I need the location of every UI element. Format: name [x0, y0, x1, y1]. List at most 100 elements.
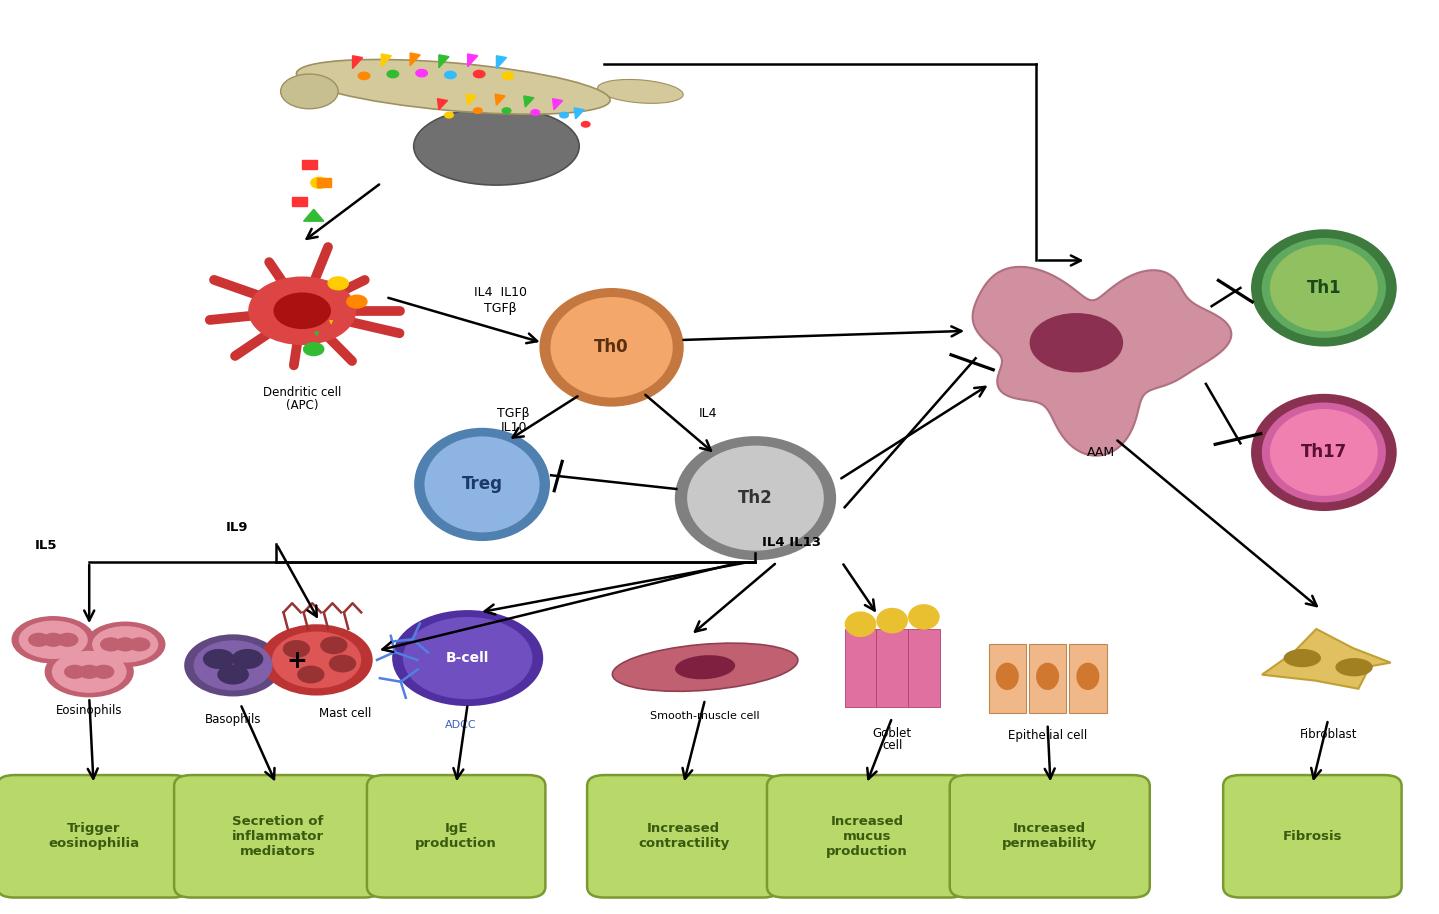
Ellipse shape	[92, 626, 158, 663]
Text: Trigger
eosinophilia: Trigger eosinophilia	[47, 823, 140, 850]
Text: IL4 IL13: IL4 IL13	[761, 536, 822, 548]
Ellipse shape	[1030, 313, 1122, 373]
Ellipse shape	[184, 634, 282, 696]
Text: (APC): (APC)	[286, 399, 318, 412]
Ellipse shape	[1250, 394, 1397, 511]
Text: IL4: IL4	[699, 407, 717, 420]
Text: B-cell: B-cell	[446, 651, 489, 665]
Text: IL4  IL10: IL4 IL10	[475, 286, 527, 299]
Ellipse shape	[272, 632, 361, 688]
Circle shape	[29, 633, 49, 646]
Circle shape	[79, 665, 99, 678]
Polygon shape	[1262, 629, 1390, 689]
Text: Increased
permeability: Increased permeability	[1002, 823, 1098, 850]
Polygon shape	[973, 267, 1232, 456]
Text: Mast cell: Mast cell	[319, 707, 371, 720]
Ellipse shape	[414, 428, 550, 541]
Circle shape	[304, 343, 324, 356]
Ellipse shape	[876, 608, 908, 633]
Polygon shape	[381, 54, 391, 67]
Circle shape	[330, 655, 355, 672]
Text: ADCC: ADCC	[445, 720, 476, 730]
Ellipse shape	[260, 624, 373, 696]
Text: IgE
production: IgE production	[416, 823, 496, 850]
Circle shape	[445, 112, 453, 118]
Text: Increased
mucus
production: Increased mucus production	[826, 814, 908, 858]
Text: Eosinophils: Eosinophils	[56, 704, 122, 717]
Ellipse shape	[1269, 245, 1379, 331]
Polygon shape	[574, 108, 584, 119]
Text: IL9: IL9	[226, 521, 249, 534]
Ellipse shape	[550, 297, 673, 398]
Circle shape	[502, 72, 514, 80]
Text: IL10: IL10	[501, 421, 527, 434]
Circle shape	[358, 72, 370, 80]
Ellipse shape	[403, 617, 532, 699]
Ellipse shape	[52, 651, 127, 693]
Circle shape	[581, 122, 590, 127]
Ellipse shape	[688, 446, 823, 550]
Text: Fibroblast: Fibroblast	[1299, 728, 1357, 741]
Circle shape	[347, 295, 367, 308]
Ellipse shape	[1250, 229, 1397, 346]
Bar	[292, 197, 307, 206]
Circle shape	[94, 665, 114, 678]
Ellipse shape	[1262, 402, 1386, 503]
Text: Th1: Th1	[1307, 279, 1341, 297]
Polygon shape	[495, 94, 505, 105]
Ellipse shape	[675, 436, 836, 560]
Circle shape	[387, 70, 399, 78]
Polygon shape	[410, 53, 420, 66]
Polygon shape	[437, 99, 448, 110]
Text: cell: cell	[882, 739, 902, 752]
Ellipse shape	[45, 646, 134, 697]
FancyBboxPatch shape	[174, 775, 381, 898]
Polygon shape	[353, 56, 363, 69]
Polygon shape	[304, 209, 324, 221]
FancyBboxPatch shape	[587, 775, 780, 898]
Ellipse shape	[675, 655, 735, 679]
Ellipse shape	[217, 664, 249, 685]
Text: Secretion of
inflammator
mediators: Secretion of inflammator mediators	[232, 814, 324, 858]
Ellipse shape	[414, 108, 578, 186]
Text: Basophils: Basophils	[204, 713, 262, 726]
Polygon shape	[496, 56, 507, 69]
Ellipse shape	[391, 611, 543, 706]
Circle shape	[115, 638, 135, 651]
FancyBboxPatch shape	[950, 775, 1150, 898]
Ellipse shape	[232, 649, 263, 669]
Ellipse shape	[1262, 238, 1386, 338]
Circle shape	[473, 70, 485, 78]
Bar	[876, 629, 908, 707]
Text: Goblet: Goblet	[872, 727, 912, 739]
Ellipse shape	[273, 292, 331, 329]
Text: ▼: ▼	[314, 332, 319, 337]
Circle shape	[473, 108, 482, 113]
Ellipse shape	[203, 649, 235, 669]
Ellipse shape	[248, 276, 355, 345]
Circle shape	[416, 69, 427, 77]
Ellipse shape	[425, 437, 540, 532]
Ellipse shape	[85, 622, 165, 667]
Circle shape	[101, 638, 121, 651]
Circle shape	[65, 665, 85, 678]
Text: Th17: Th17	[1301, 443, 1347, 462]
Circle shape	[58, 633, 78, 646]
Circle shape	[560, 112, 568, 118]
Polygon shape	[466, 94, 476, 105]
Text: Treg: Treg	[462, 475, 502, 494]
FancyBboxPatch shape	[367, 775, 545, 898]
Ellipse shape	[281, 74, 338, 109]
Text: TGFβ: TGFβ	[498, 407, 530, 420]
Ellipse shape	[908, 604, 940, 630]
Ellipse shape	[12, 616, 95, 664]
Bar	[908, 629, 940, 707]
Ellipse shape	[613, 643, 797, 691]
Polygon shape	[439, 55, 449, 68]
Ellipse shape	[19, 621, 88, 659]
Text: Smooth-muscle cell: Smooth-muscle cell	[650, 711, 760, 721]
Ellipse shape	[1036, 663, 1059, 690]
Ellipse shape	[597, 80, 684, 103]
Text: TGFβ: TGFβ	[485, 303, 517, 315]
Circle shape	[502, 108, 511, 113]
